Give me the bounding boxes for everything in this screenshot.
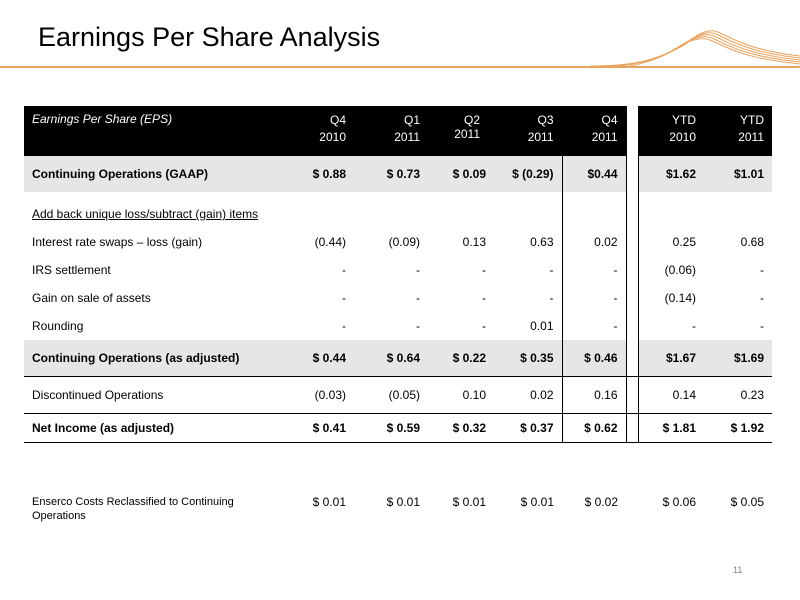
cell-value: - — [482, 291, 486, 305]
page-number: 11 — [733, 565, 743, 575]
cell-value: $ 0.01 — [452, 495, 486, 509]
cell-value: 0.63 — [530, 235, 554, 249]
table-row-gaap: Continuing Operations (GAAP) $ 0.88 $ 0.… — [24, 156, 772, 192]
cell-value: 0.23 — [740, 388, 764, 402]
row-label: Rounding — [32, 319, 84, 333]
row-label: Interest rate swaps – loss (gain) — [32, 235, 203, 249]
cell-value: $ 0.41 — [286, 413, 354, 443]
cell-value: 0.10 — [462, 388, 486, 402]
table-header-row: Earnings Per Share (EPS) Q4 2010 Q1 2011 Q… — [24, 106, 772, 156]
row-label: Continuing Operations (as adjusted) — [24, 340, 286, 377]
cell-value: $1.62 — [638, 156, 704, 192]
cell-value: (0.05) — [388, 388, 420, 402]
cell-value: - — [760, 291, 764, 305]
cell-value: - — [342, 319, 346, 333]
cell-value: $ 0.22 — [428, 340, 494, 377]
cell-value: $ 1.81 — [638, 413, 704, 443]
cell-value: - — [760, 263, 764, 277]
cell-value: $ 0.02 — [584, 495, 618, 509]
cell-value: 0.13 — [462, 235, 486, 249]
cell-value: 0.25 — [672, 235, 696, 249]
table-row-discontinued: Discontinued Operations (0.03) (0.05) 0.… — [24, 376, 772, 414]
cell-value: $ 0.06 — [662, 495, 696, 509]
cell-value: $ 0.09 — [428, 156, 494, 192]
cell-value: 0.02 — [561, 228, 627, 256]
cell-value: (0.06) — [664, 263, 696, 277]
row-label: IRS settlement — [32, 263, 111, 277]
table-row-adjusted: Continuing Operations (as adjusted) $ 0.… — [24, 340, 772, 377]
cell-value: $ 0.64 — [354, 340, 428, 377]
table-row-enserco: Enserco Costs Reclassified to Continuing… — [24, 491, 772, 523]
row-label: Add back unique loss/subtract (gain) ite… — [32, 207, 259, 221]
table-row-rounding: Rounding - - - 0.01 - - - — [24, 312, 772, 340]
page-title: Earnings Per Share Analysis — [38, 22, 381, 52]
header-label: Earnings Per Share (EPS) — [24, 106, 286, 156]
header-col-q2-2011: Q2 2011 — [428, 106, 494, 156]
cell-value: $ 0.05 — [730, 495, 764, 509]
header-col-q3-2011: Q3 2011 — [494, 106, 562, 156]
cell-value: - — [416, 263, 420, 277]
cell-value: - — [561, 284, 627, 312]
cell-value: $ 0.46 — [561, 340, 627, 377]
cell-value: (0.44) — [314, 235, 346, 249]
wave-logo-icon — [590, 30, 800, 67]
cell-value: $1.01 — [704, 156, 772, 192]
cell-value: - — [692, 319, 696, 333]
cell-value: $ 0.37 — [494, 413, 562, 443]
eps-table: Earnings Per Share (EPS) Q4 2010 Q1 2011 Q… — [24, 106, 772, 523]
cell-value: - — [416, 291, 420, 305]
cell-value: $1.69 — [704, 340, 772, 377]
header-col-ytd-2010: YTD 2010 — [638, 106, 704, 156]
row-label: Discontinued Operations — [32, 388, 164, 402]
cell-value: - — [561, 256, 627, 284]
cell-value: 0.01 — [530, 319, 554, 333]
cell-value: 0.02 — [530, 388, 554, 402]
title-divider — [0, 66, 800, 68]
cell-value: $ 0.44 — [286, 340, 354, 377]
cell-value: - — [561, 312, 627, 340]
cell-value: - — [549, 263, 554, 277]
cell-value: $1.67 — [638, 340, 704, 377]
table-row-swaps: Interest rate swaps – loss (gain) (0.44)… — [24, 228, 772, 256]
row-label: Continuing Operations (GAAP) — [24, 156, 286, 192]
cell-value: (0.14) — [664, 291, 696, 305]
cell-value: 0.16 — [561, 376, 627, 414]
cell-value: - — [342, 263, 346, 277]
header-col-q4-2010: Q4 2010 — [286, 106, 354, 156]
cell-value: $ 0.35 — [494, 340, 562, 377]
cell-value: $ 0.01 — [520, 495, 554, 509]
header-separator — [626, 106, 639, 156]
table-row-addback: Add back unique loss/subtract (gain) ite… — [24, 200, 772, 228]
row-label: Enserco Costs Reclassified to Continuing… — [32, 496, 234, 522]
table-row-gain: Gain on sale of assets - - - - - (0.14) … — [24, 284, 772, 312]
cell-value: $ 0.01 — [386, 495, 420, 509]
header-col-q4-2011: Q4 2011 — [561, 106, 627, 156]
cell-value: - — [549, 291, 554, 305]
cell-value: $ (0.29) — [494, 156, 562, 192]
cell-value: $0.44 — [561, 156, 627, 192]
cell-value: - — [760, 319, 764, 333]
table-row-net-income: Net Income (as adjusted) $ 0.41 $ 0.59 $… — [24, 413, 772, 443]
cell-value: - — [482, 319, 486, 333]
cell-value: - — [416, 319, 420, 333]
cell-value: 0.14 — [672, 388, 696, 402]
cell-value: $ 0.59 — [354, 413, 428, 443]
cell-value: $ 0.62 — [561, 413, 627, 443]
cell-value: $ 0.01 — [312, 495, 346, 509]
cell-value: $ 0.32 — [428, 413, 494, 443]
cell-value: - — [482, 263, 486, 277]
cell-value: (0.03) — [314, 388, 346, 402]
table-row-irs: IRS settlement - - - - - (0.06) - — [24, 256, 772, 284]
row-label: Gain on sale of assets — [32, 291, 151, 305]
cell-value: $ 1.92 — [704, 413, 772, 443]
cell-value: (0.09) — [388, 235, 420, 249]
cell-value: 0.68 — [740, 235, 764, 249]
header-col-ytd-2011: YTD 2011 — [704, 106, 772, 156]
cell-value: - — [342, 291, 346, 305]
header-col-q1-2011: Q1 2011 — [354, 106, 428, 156]
row-label: Net Income (as adjusted) — [24, 413, 286, 443]
cell-value: $ 0.73 — [354, 156, 428, 192]
cell-value: $ 0.88 — [286, 156, 354, 192]
